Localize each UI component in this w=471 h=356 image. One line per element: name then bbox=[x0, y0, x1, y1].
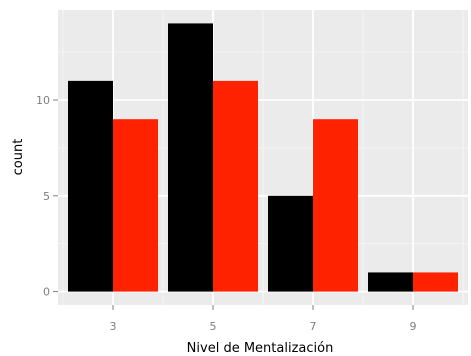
x-tick-label: 7 bbox=[310, 320, 317, 333]
y-tick-label: 5 bbox=[43, 190, 50, 203]
minor-gridlines bbox=[58, 10, 468, 305]
x-tick-label: 9 bbox=[410, 320, 417, 333]
x-axis-ticks: 3 5 7 9 bbox=[110, 305, 417, 333]
y-tick-label: 10 bbox=[36, 94, 50, 107]
bar bbox=[268, 195, 313, 292]
bar bbox=[168, 23, 213, 292]
bar bbox=[368, 272, 413, 292]
bar bbox=[413, 272, 458, 292]
bar bbox=[313, 119, 358, 292]
y-axis-ticks: 0 5 10 bbox=[36, 94, 58, 299]
bar bbox=[68, 80, 113, 292]
bar bbox=[113, 119, 158, 292]
bar bbox=[213, 80, 258, 292]
y-axis-title: count bbox=[11, 139, 26, 176]
x-tick-label: 5 bbox=[210, 320, 217, 333]
bars bbox=[68, 23, 458, 292]
x-axis-title: Nivel de Mentalización bbox=[187, 341, 334, 356]
x-tick-label: 3 bbox=[110, 320, 117, 333]
y-tick-label: 0 bbox=[43, 286, 50, 299]
